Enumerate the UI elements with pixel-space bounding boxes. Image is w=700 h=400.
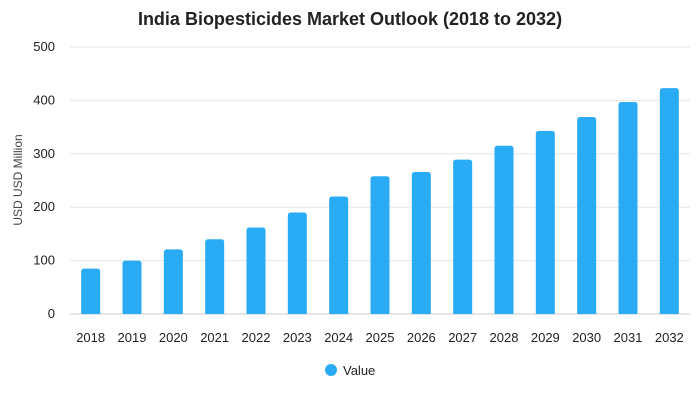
x-tick-label: 2031 — [614, 330, 643, 345]
bar-2029[interactable] — [535, 130, 555, 314]
bar-2022[interactable] — [246, 227, 266, 314]
y-axis-title: USD USD Million — [11, 134, 25, 225]
x-tick-label: 2019 — [118, 330, 147, 345]
x-tick-label: 2027 — [448, 330, 477, 345]
bar-2027[interactable] — [453, 159, 473, 314]
legend[interactable]: Value — [325, 363, 375, 378]
bar-2025[interactable] — [370, 176, 390, 314]
y-axis: 0 100 200 300 400 500 — [33, 39, 55, 321]
legend-label: Value — [343, 363, 375, 378]
bar-2019[interactable] — [122, 260, 142, 314]
x-tick-label: 2021 — [200, 330, 229, 345]
y-tick-label: 300 — [33, 146, 55, 161]
x-axis: 2018 2019 2020 2021 2022 2023 2024 2025 2026 2027… — [76, 330, 684, 345]
x-tick-label: 2018 — [76, 330, 105, 345]
bar-2030[interactable] — [577, 116, 597, 314]
x-tick-label: 2028 — [490, 330, 519, 345]
bar-2021[interactable] — [205, 239, 225, 314]
y-tick-label: 0 — [48, 306, 55, 321]
bar-2020[interactable] — [163, 249, 183, 314]
x-tick-label: 2025 — [366, 330, 395, 345]
legend-marker — [325, 364, 337, 376]
x-tick-label: 2026 — [407, 330, 436, 345]
x-tick-label: 2032 — [655, 330, 684, 345]
bar-2026[interactable] — [411, 171, 431, 314]
bar-2024[interactable] — [329, 196, 349, 314]
bars — [81, 88, 679, 314]
bar-2023[interactable] — [287, 212, 307, 314]
x-tick-label: 2029 — [531, 330, 560, 345]
bar-2028[interactable] — [494, 145, 514, 314]
bar-2018[interactable] — [81, 268, 101, 314]
bar-2031[interactable] — [618, 102, 638, 314]
chart-title: India Biopesticides Market Outlook (2018… — [138, 9, 562, 29]
y-tick-label: 100 — [33, 253, 55, 268]
x-tick-label: 2020 — [159, 330, 188, 345]
x-tick-label: 2022 — [242, 330, 271, 345]
x-tick-label: 2024 — [324, 330, 353, 345]
y-tick-label: 200 — [33, 199, 55, 214]
bar-2032[interactable] — [659, 88, 679, 314]
x-tick-label: 2030 — [572, 330, 601, 345]
x-tick-label: 2023 — [283, 330, 312, 345]
y-tick-label: 500 — [33, 39, 55, 54]
y-tick-label: 400 — [33, 92, 55, 107]
